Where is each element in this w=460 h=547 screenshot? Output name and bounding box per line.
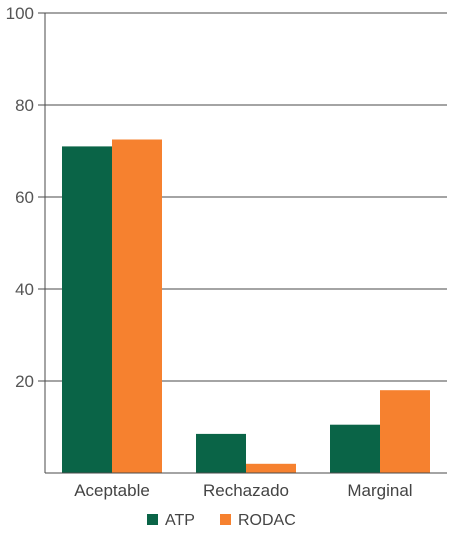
y-tick-label: 20 (15, 372, 34, 391)
bar-rodac-rechazado (246, 463, 296, 473)
x-category-label: Marginal (347, 481, 412, 500)
legend: ATP RODAC (147, 512, 296, 529)
bar-atp-rechazado (196, 433, 246, 473)
bar-rodac-marginal (380, 390, 430, 473)
y-tick-label: 40 (15, 280, 34, 299)
y-tick-label: 80 (15, 96, 34, 115)
bar-atp-marginal (330, 424, 380, 473)
bar-rodac-aceptable (112, 139, 162, 473)
x-category-label: Rechazado (203, 481, 289, 500)
y-tick-label: 100 (6, 4, 34, 23)
legend-swatch-atp (147, 514, 158, 525)
bars (62, 139, 430, 473)
legend-label-atp: ATP (165, 512, 195, 529)
bar-atp-aceptable (62, 146, 112, 473)
x-axis-category-labels: Aceptable Rechazado Marginal (74, 481, 412, 500)
legend-swatch-rodac (220, 514, 231, 525)
y-axis-ticks: 20 40 60 80 100 (6, 4, 45, 391)
x-category-label: Aceptable (74, 481, 150, 500)
y-tick-label: 60 (15, 188, 34, 207)
legend-label-rodac: RODAC (238, 512, 296, 529)
